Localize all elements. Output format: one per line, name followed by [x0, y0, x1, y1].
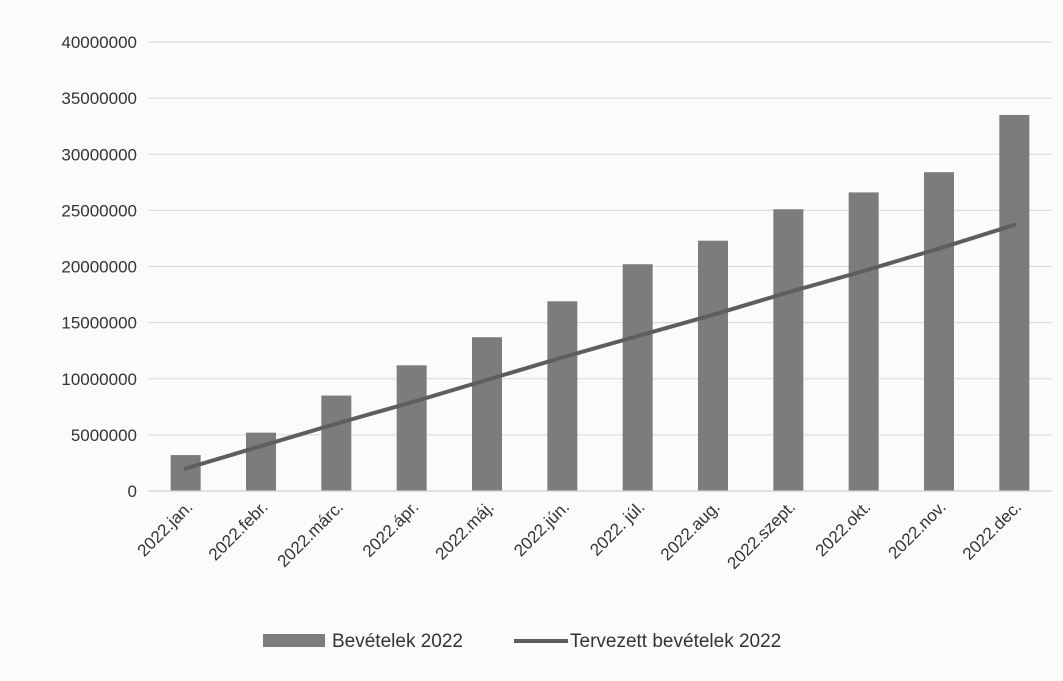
bar [622, 264, 653, 491]
y-tick-label: 40000000 [61, 33, 137, 52]
bar [999, 114, 1030, 492]
legend-label-planned: Tervezett bevételek 2022 [570, 631, 781, 652]
planned-revenue-line [183, 222, 1017, 471]
y-tick-label: 5000000 [71, 426, 137, 445]
x-tick-label: 2022.szept. [724, 497, 800, 573]
x-tick-label: 2022. júl. [586, 497, 648, 559]
bar [698, 240, 728, 491]
bar [924, 172, 954, 491]
bar [547, 301, 578, 491]
bar [396, 365, 427, 491]
legend-bar-swatch [263, 634, 325, 647]
x-tick-label: 2022.febr. [205, 497, 272, 564]
bar [321, 395, 352, 491]
x-tick-label: 2022.márc. [274, 497, 348, 571]
bar [472, 337, 502, 491]
legend: Bevételek 2022 Tervezett bevételek 2022 [263, 631, 781, 652]
legend-label-revenue: Bevételek 2022 [332, 631, 463, 652]
x-tick-label: 2022.nov. [884, 497, 949, 562]
x-tick-label: 2022.aug. [657, 497, 724, 564]
gridlines [148, 41, 1052, 436]
bar [773, 209, 804, 491]
y-tick-label: 20000000 [61, 258, 137, 277]
y-tick-label: 30000000 [61, 145, 137, 164]
y-tick-label: 35000000 [61, 89, 137, 108]
x-tick-label: 2022.dec. [959, 497, 1025, 563]
bar [170, 455, 201, 491]
x-axis-tick-labels: 2022.jan. 2022.febr. 2022.márc. 2022.ápr. 20… [134, 497, 1026, 573]
y-tick-label: 10000000 [61, 370, 137, 389]
x-tick-label: 2022.jan. [134, 497, 197, 560]
y-axis-tick-labels: 0 5000000 10000000 15000000 20000000 25000000… [61, 33, 137, 501]
planned-line [183, 222, 1017, 471]
x-tick-label: 2022.ápr. [359, 497, 423, 561]
x-tick-label: 2022.jún. [510, 497, 573, 560]
y-tick-label: 15000000 [61, 314, 137, 333]
x-tick-label: 2022.máj. [432, 497, 498, 563]
x-tick-label: 2022.okt. [812, 497, 875, 560]
y-tick-label: 0 [128, 482, 137, 501]
revenue-bars [170, 114, 1030, 492]
y-tick-label: 25000000 [61, 201, 137, 220]
bar [848, 192, 879, 492]
